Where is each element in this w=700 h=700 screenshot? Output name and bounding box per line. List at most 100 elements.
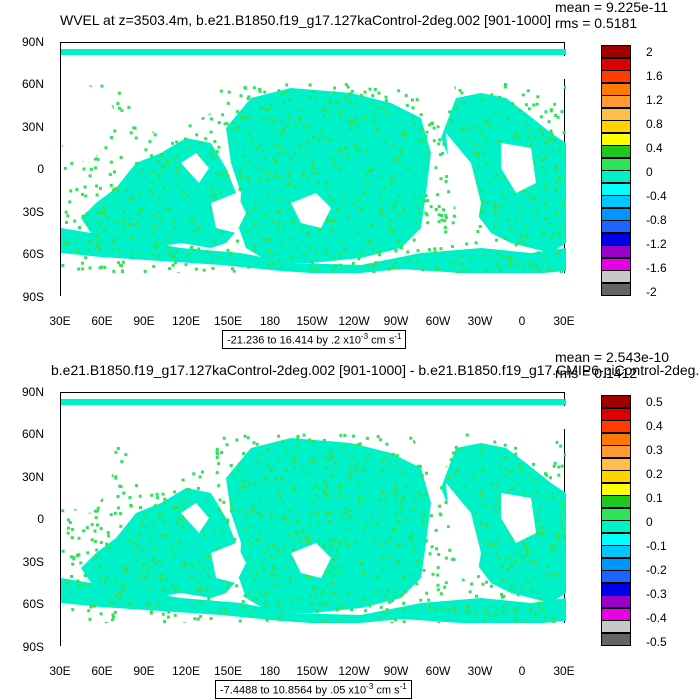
map-plot-area xyxy=(60,42,566,297)
map-title: WVEL at z=3503.4m, b.e21.B1850.f19_g17.1… xyxy=(60,12,552,28)
x-tick-label: 90W xyxy=(383,664,409,678)
x-tick-label: 90E xyxy=(133,664,155,678)
colorbar-label: 0 xyxy=(646,515,653,529)
colorbar-label: 0.5 xyxy=(646,395,663,409)
y-tick-label: 60N xyxy=(21,77,44,91)
colorbar-swatch xyxy=(601,70,631,83)
ocean-field-map xyxy=(61,49,566,297)
y-tick-label: 30S xyxy=(22,205,44,219)
x-tick-label: 180 xyxy=(259,314,281,328)
x-tick-label: 90W xyxy=(383,314,409,328)
colorbar-swatch xyxy=(601,620,631,633)
colorbar-swatch xyxy=(601,107,631,121)
colorbar-label: 0.4 xyxy=(646,419,663,433)
x-tick-label: 60W xyxy=(425,664,451,678)
colorbar-label: 0 xyxy=(646,165,653,179)
map-title: b.e21.B1850.f19_g17.127kaControl-2deg.00… xyxy=(51,362,700,378)
colorbar-label: 0.8 xyxy=(646,117,663,131)
y-tick-label: 30N xyxy=(21,470,44,484)
colorbar-swatch xyxy=(601,245,631,258)
contour-range-label: -21.236 to 16.414 by .2 x10-3 cm s-1 xyxy=(222,330,407,349)
bottom-map-panel: b.e21.B1850.f19_g17.127kaControl-2deg.00… xyxy=(0,350,700,700)
colorbar-label: 2 xyxy=(646,45,653,59)
x-tick-label: 150E xyxy=(213,664,243,678)
colorbar-label: -0.4 xyxy=(646,611,667,625)
y-tick-label: 90S xyxy=(22,640,44,654)
x-tick-label: 30E xyxy=(49,314,71,328)
x-tick-label: 30W xyxy=(467,314,493,328)
x-tick-label: 60W xyxy=(425,314,451,328)
speckle-overlay xyxy=(61,433,566,626)
colorbar-swatch xyxy=(601,282,631,296)
colorbar-label: -1.6 xyxy=(646,261,667,275)
y-tick-label: 90S xyxy=(22,290,44,304)
contour-range-label: -7.4488 to 10.8564 by .05 x10-3 cm s-1 xyxy=(215,680,412,699)
y-tick-label: 60S xyxy=(22,247,44,261)
colorbar-swatch xyxy=(601,432,631,446)
colorbar-swatch xyxy=(601,607,631,621)
colorbar-swatch xyxy=(601,570,631,583)
x-tick-label: 30W xyxy=(467,664,493,678)
colorbar-swatch xyxy=(601,582,631,596)
x-tick-label: 0 xyxy=(518,664,526,678)
ocean-basins xyxy=(61,49,566,275)
x-tick-label: 120E xyxy=(171,664,201,678)
colorbar-label: 0.4 xyxy=(646,141,663,155)
colorbar-swatch xyxy=(601,545,631,558)
colorbar-swatch xyxy=(601,470,631,483)
x-tick-label: 120W xyxy=(338,664,370,678)
x-tick-label: 150E xyxy=(213,314,243,328)
colorbar-swatch xyxy=(601,595,631,608)
colorbar-swatch xyxy=(601,270,631,283)
colorbar-swatch xyxy=(601,95,631,108)
y-tick-label: 90N xyxy=(21,385,44,399)
colorbar-swatch xyxy=(601,557,631,571)
x-tick-label: 30E xyxy=(49,664,71,678)
ocean-field-map xyxy=(61,399,566,647)
mean-stat: mean = 2.543e-10 xyxy=(555,349,670,365)
colorbar-label: 0.2 xyxy=(646,467,663,481)
colorbar-label: 1.2 xyxy=(646,93,663,107)
x-tick-label: 30E xyxy=(553,664,575,678)
colorbar-swatch xyxy=(601,632,631,646)
colorbar-swatch xyxy=(601,132,631,146)
y-tick-label: 60N xyxy=(21,427,44,441)
colorbar-swatch xyxy=(601,145,631,158)
colorbar-label: 0.3 xyxy=(646,443,663,457)
colorbar-swatch xyxy=(601,232,631,246)
colorbar-swatch xyxy=(601,170,631,183)
x-tick-label: 120E xyxy=(171,314,201,328)
x-tick-label: 30E xyxy=(553,314,575,328)
colorbar-swatch xyxy=(601,457,631,471)
colorbar-swatch xyxy=(601,257,631,271)
y-tick-label: 60S xyxy=(22,597,44,611)
x-tick-label: 60E xyxy=(91,664,113,678)
colorbar-swatch xyxy=(601,182,631,196)
colorbar-swatch xyxy=(601,482,631,496)
colorbar-swatch xyxy=(601,57,631,71)
colorbar-swatch xyxy=(601,395,631,408)
colorbar-label: 1.6 xyxy=(646,69,663,83)
y-tick-label: 90N xyxy=(21,35,44,49)
colorbar-swatch xyxy=(601,220,631,233)
colorbar-label: -0.2 xyxy=(646,563,667,577)
y-tick-label: 30N xyxy=(21,120,44,134)
colorbar-swatch xyxy=(601,420,631,433)
colorbar-swatch xyxy=(601,532,631,546)
mean-stat: mean = 9.225e-11 xyxy=(555,0,668,15)
speckle-overlay xyxy=(61,83,566,276)
y-tick-label: 30S xyxy=(22,555,44,569)
x-tick-label: 150W xyxy=(296,314,328,328)
colorbar-swatch xyxy=(601,195,631,208)
colorbar-swatch xyxy=(601,157,631,171)
land-masses xyxy=(61,56,566,297)
colorbar-label: -0.5 xyxy=(646,635,667,649)
top-map-panel: WVEL at z=3503.4m, b.e21.B1850.f19_g17.1… xyxy=(21,0,668,349)
colorbar-swatch xyxy=(601,520,631,533)
colorbar-swatch xyxy=(601,120,631,133)
x-tick-label: 90E xyxy=(133,314,155,328)
colorbar-swatch xyxy=(601,495,631,508)
colorbar-label: -0.3 xyxy=(646,587,667,601)
colorbar-swatch xyxy=(601,407,631,421)
map-plot-area xyxy=(60,392,566,647)
